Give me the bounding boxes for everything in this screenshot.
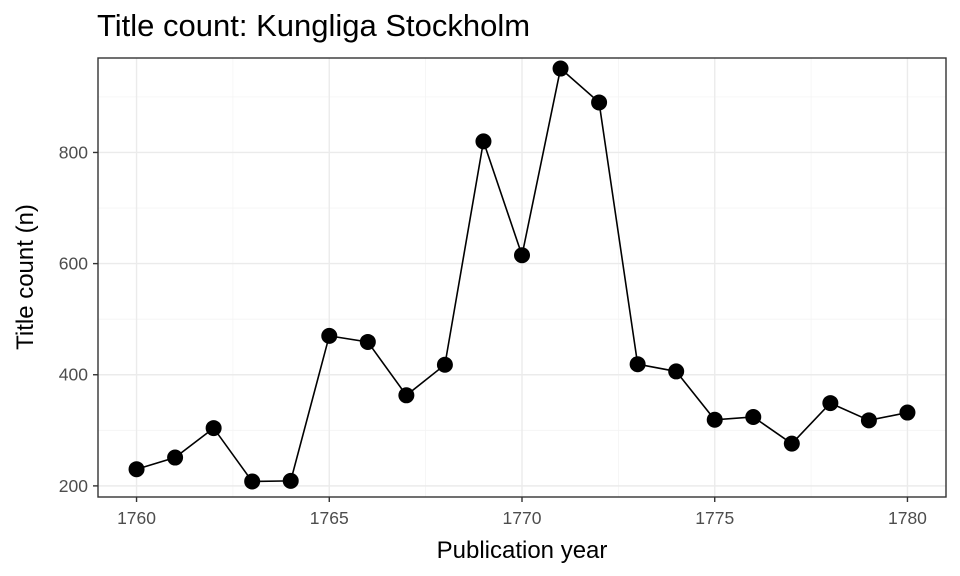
y-tick-label: 600: [59, 254, 88, 274]
y-tick-label: 800: [59, 142, 88, 162]
data-point: [552, 60, 569, 77]
axis-ticks: 1760 1765 1770 1775 1780 200 400 600 800: [59, 142, 927, 528]
grid: [98, 58, 946, 497]
x-tick-label: 1765: [310, 508, 349, 528]
chart-title: Title count: Kungliga Stockholm: [97, 8, 530, 43]
data-point: [244, 473, 261, 490]
data-point: [783, 435, 800, 452]
data-point: [128, 461, 145, 478]
y-tick-label: 200: [59, 476, 88, 496]
data-point: [668, 363, 685, 380]
x-tick-label: 1770: [503, 508, 542, 528]
data-point: [860, 412, 877, 429]
data-point: [282, 472, 299, 489]
data-point: [745, 408, 762, 425]
data-point: [436, 356, 453, 373]
x-tick-label: 1780: [888, 508, 927, 528]
data-point: [822, 395, 839, 412]
x-tick-label: 1775: [695, 508, 734, 528]
series-layer: [128, 60, 916, 490]
data-point: [899, 404, 916, 421]
data-point: [205, 420, 222, 437]
x-tick-label: 1760: [117, 508, 156, 528]
data-point: [475, 133, 492, 150]
data-point: [629, 356, 646, 373]
data-point: [706, 411, 723, 428]
y-tick-label: 400: [59, 365, 88, 385]
data-point: [398, 387, 415, 404]
data-point: [514, 247, 530, 264]
data-point: [359, 333, 376, 350]
data-point: [167, 449, 184, 466]
data-point: [591, 94, 608, 111]
data-point: [321, 327, 338, 344]
x-axis-title: Publication year: [437, 537, 608, 564]
y-axis-title: Title count (n): [12, 204, 39, 350]
